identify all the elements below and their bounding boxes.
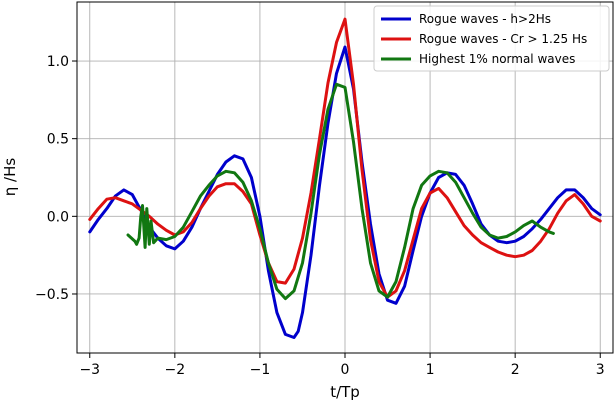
x-tick-label: −1 — [250, 362, 271, 378]
series-line-1 — [88, 45, 602, 339]
x-tick-label: 1 — [426, 362, 435, 378]
x-tick-label: −2 — [165, 362, 186, 378]
plot-area — [88, 17, 602, 339]
ticks: −3 −2 −1 0 1 2 3 −0.5 0.0 0.5 1.0 — [35, 54, 605, 378]
x-axis-label: t/Tp — [330, 383, 360, 401]
legend-label-3: Highest 1% normal waves — [419, 52, 575, 66]
x-tick-label: 3 — [596, 362, 605, 378]
legend: Rogue waves - h>2Hs Rogue waves - Cr > 1.… — [373, 5, 610, 72]
legend-label-1: Rogue waves - h>2Hs — [419, 12, 551, 26]
y-tick-label: 0.5 — [47, 132, 69, 148]
y-tick-label: −0.5 — [35, 287, 69, 303]
legend-box — [373, 5, 610, 72]
y-axis-label: η /Hs — [1, 158, 19, 197]
legend-label-2: Rogue waves - Cr > 1.25 Hs — [419, 32, 587, 46]
series-line-3 — [126, 82, 555, 301]
x-tick-label: 2 — [511, 362, 520, 378]
y-tick-label: 0.0 — [47, 209, 69, 225]
y-tick-label: 1.0 — [47, 54, 69, 70]
x-tick-label: 0 — [341, 362, 350, 378]
x-tick-label: −3 — [79, 362, 100, 378]
